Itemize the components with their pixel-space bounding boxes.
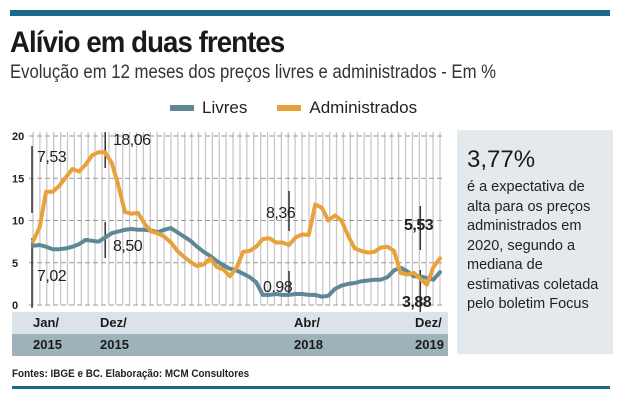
bottom-accent-bar	[12, 386, 610, 389]
x-tick-label-month: Abr/	[294, 315, 320, 330]
annotation-label: 5,53	[404, 217, 434, 234]
series-line-administrados	[31, 150, 442, 287]
y-tick-label: 0	[12, 300, 18, 312]
annotation-label: 8,36	[266, 205, 296, 222]
y-tick-label: 10	[12, 216, 24, 228]
highlight-value: 3,77%	[467, 146, 536, 173]
x-axis-year-band	[12, 334, 448, 356]
x-tick-label-year: 2015	[100, 337, 129, 352]
x-tick-label-month: Dez/	[415, 315, 442, 330]
chart-subtitle: Evolução em 12 meses dos preços livres e…	[10, 62, 497, 83]
annotation-label: 0,98	[263, 279, 293, 296]
x-tick-label-month: Jan/	[33, 315, 60, 330]
x-tick-label-year: 2015	[33, 337, 62, 352]
annotation-label: 8,50	[113, 238, 143, 255]
highlight-text: é a expectativa de alta para os preços a…	[467, 179, 599, 312]
annotation-label: 7,53	[37, 149, 67, 166]
legend-label-livres: Livres	[202, 98, 248, 117]
y-tick-label: 5	[12, 258, 18, 270]
y-tick-label: 15	[12, 173, 24, 185]
annotation-label: 7,02	[37, 268, 67, 285]
x-tick-label-year: 2018	[294, 337, 323, 352]
annotation-label: 3,88	[402, 294, 432, 311]
highlight-box: 3,77% é a expectativa de alta para os pr…	[457, 130, 613, 354]
legend-swatch-administrados	[277, 105, 302, 111]
legend-item-administrados: Administrados	[277, 98, 417, 118]
source-note: Fontes: IBGE e BC. Elaboração: MCM Consu…	[12, 368, 250, 380]
x-tick-label-month: Dez/	[100, 315, 127, 330]
y-tick-label: 20	[12, 131, 24, 143]
legend-label-administrados: Administrados	[309, 98, 418, 117]
top-accent-bar	[10, 10, 610, 16]
legend: Livres Administrados	[170, 98, 447, 118]
annotation-label: 18,06	[113, 132, 151, 149]
legend-item-livres: Livres	[170, 98, 247, 118]
x-axis-month-band	[12, 312, 448, 334]
x-tick-label-year: 2019	[415, 337, 444, 352]
legend-swatch-livres	[170, 105, 194, 111]
line-chart: 0 5 10 15 20 7,53 7,02 18,06 8,50 8,36 0,98 5,53 3,8…	[12, 131, 444, 312]
chart-title: Alívio em duas frentes	[10, 26, 285, 59]
